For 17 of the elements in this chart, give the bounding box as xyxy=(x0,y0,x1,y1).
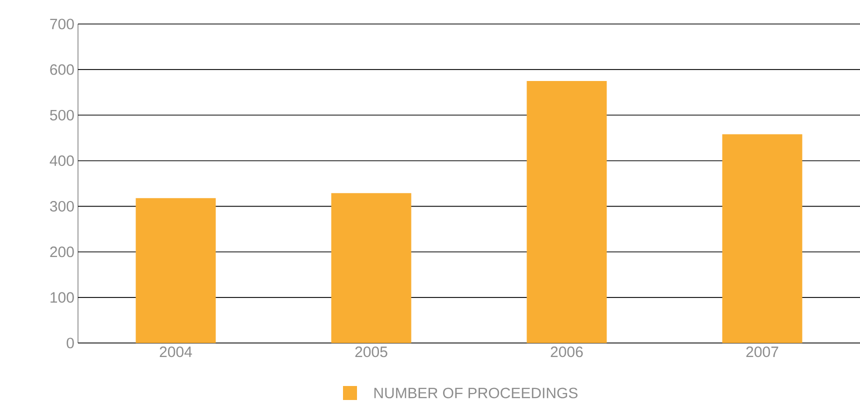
bar xyxy=(331,193,412,343)
y-tick-label: 700 xyxy=(50,18,74,30)
x-tick-label: 2007 xyxy=(746,346,778,358)
y-tick-label: 300 xyxy=(50,200,74,212)
y-tick-label: 200 xyxy=(50,246,74,258)
y-tick-label: 500 xyxy=(50,110,74,120)
y-tick-label: 100 xyxy=(50,292,74,303)
bar xyxy=(526,80,607,343)
legend-label: NUMBER OF PROCEEDINGS xyxy=(374,388,578,398)
y-tick-label: 0 xyxy=(66,338,74,348)
x-tick-label: 2006 xyxy=(550,346,583,358)
bar xyxy=(722,134,802,343)
y-tick-label: 600 xyxy=(50,64,74,75)
x-tick-label: 2004 xyxy=(160,346,192,358)
x-tick-label: 2005 xyxy=(355,346,388,358)
y-tick-label: 400 xyxy=(50,155,74,166)
bar xyxy=(136,198,216,343)
